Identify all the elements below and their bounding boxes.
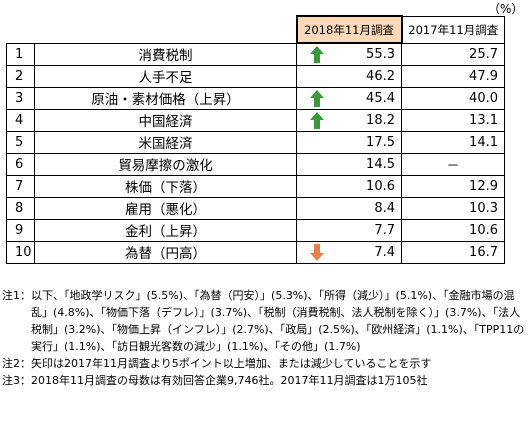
note-1: 注1： 以下、「地政学リスク」(5.5%)、「為替（円安）」(5.3%)、「所得（… [2,287,527,355]
value-2017: 13.1 [401,108,505,132]
arrow-up-icon [310,46,324,63]
table-row: 2 人手不足 46.2 47.9 [6,64,505,88]
table-row: 7 株価（下落） 10.6 12.9 [6,174,505,198]
value-2017: － [401,152,505,176]
value-2018-cell: 45.4 [296,86,402,110]
rank-number: 1 [6,42,35,66]
value-2018-cell: 55.3 [296,42,402,66]
rank-number: 4 [6,108,35,132]
rank-number: 3 [6,86,35,110]
rank-number: 2 [6,64,35,88]
table-header-row: 2018年11月調査 2017年11月調査 [6,15,505,44]
value-2018: 18.2 [366,112,395,128]
value-2018: 17.5 [366,134,395,150]
table-row: 8 雇用（悪化） 8.4 10.3 [6,196,505,220]
arrow-down-icon [310,243,324,261]
item-name: 米国経済 [34,130,297,154]
value-2017: 47.9 [401,64,505,88]
value-2018: 7.4 [374,244,395,260]
value-2018-cell: 14.5 [296,152,402,176]
item-name: 金利（上昇） [34,218,297,242]
value-2017: 40.0 [401,86,505,110]
arrow-up-icon [310,89,324,107]
rank-number: 10 [6,240,35,264]
value-2017: 25.7 [401,42,505,66]
table-row: 1 消費税制 55.3 25.7 [6,42,505,66]
note-key: 注2： [2,357,31,370]
item-name: 株価（下落） [34,174,297,198]
note-3: 注3： 2018年11月調査の母数は有効回答企業9,746社。2017年11月調査… [2,372,527,389]
item-name: 為替（円高） [34,240,297,264]
value-2018: 14.5 [366,156,395,172]
value-2018: 55.3 [366,46,395,62]
value-2018: 45.4 [366,90,395,106]
value-2018: 7.7 [374,222,395,238]
header-blank [6,16,297,44]
header-2018: 2018年11月調査 [295,15,403,44]
value-2017: 16.7 [401,240,505,264]
value-2018-cell: 46.2 [296,64,402,88]
table-row: 5 米国経済 17.5 14.1 [6,130,505,154]
arrow-up-icon [310,111,324,129]
note-text: 2018年11月調査の母数は有効回答企業9,746社。2017年11月調査は1万… [31,374,428,387]
value-2018-cell: 18.2 [296,108,402,132]
note-text: 以下、「地政学リスク」(5.5%)、「為替（円安）」(5.3%)、「所得（減少）… [31,289,525,353]
value-2017: 10.3 [401,196,505,220]
rank-number: 7 [6,174,35,198]
note-text: 矢印は2017年11月調査より5ポイント以上増加、または減少していることを示す [31,357,432,370]
value-2018: 10.6 [366,178,395,194]
value-2017: 12.9 [401,174,505,198]
rank-number: 9 [6,218,35,242]
value-2018-cell: 7.7 [296,218,402,242]
table-body: 1 消費税制 55.3 25.7 2 人手不足 46.2 47.9 3 原油・素材価格（上昇） 45… [6,42,505,264]
item-name: 消費税制 [34,42,297,66]
value-2018: 46.2 [366,68,395,84]
rank-number: 6 [6,152,35,176]
notes: 注1： 以下、「地政学リスク」(5.5%)、「為替（円安）」(5.3%)、「所得（… [2,287,527,389]
table-row: 9 金利（上昇） 7.7 10.6 [6,218,505,242]
value-2018-cell: 17.5 [296,130,402,154]
table-row: 4 中国経済 18.2 13.1 [6,108,505,132]
value-2018-cell: 7.4 [296,240,402,264]
ranking-table: 2018年11月調査 2017年11月調査 1 消費税制 55.3 25.7 2 人手不足… [6,15,505,264]
table-row: 6 貿易摩擦の激化 14.5 － [6,152,505,176]
unit-label: （%） [488,2,524,16]
value-2018: 8.4 [374,200,395,216]
item-name: 貿易摩擦の激化 [34,152,297,176]
note-2: 注2： 矢印は2017年11月調査より5ポイント以上増加、または減少していることを… [2,355,527,372]
table-row: 3 原油・素材価格（上昇） 45.4 40.0 [6,86,505,110]
value-2017: 14.1 [401,130,505,154]
value-2017: 10.6 [401,218,505,242]
item-name: 人手不足 [34,64,297,88]
header-2017: 2017年11月調査 [401,15,505,44]
value-2018-cell: 10.6 [296,174,402,198]
note-key: 注1： [2,289,31,302]
rank-number: 8 [6,196,35,220]
item-name: 原油・素材価格（上昇） [34,86,297,110]
value-2018-cell: 8.4 [296,196,402,220]
note-key: 注3： [2,374,31,387]
item-name: 中国経済 [34,108,297,132]
rank-number: 5 [6,130,35,154]
item-name: 雇用（悪化） [34,196,297,220]
table-row: 10 為替（円高） 7.4 16.7 [6,240,505,264]
